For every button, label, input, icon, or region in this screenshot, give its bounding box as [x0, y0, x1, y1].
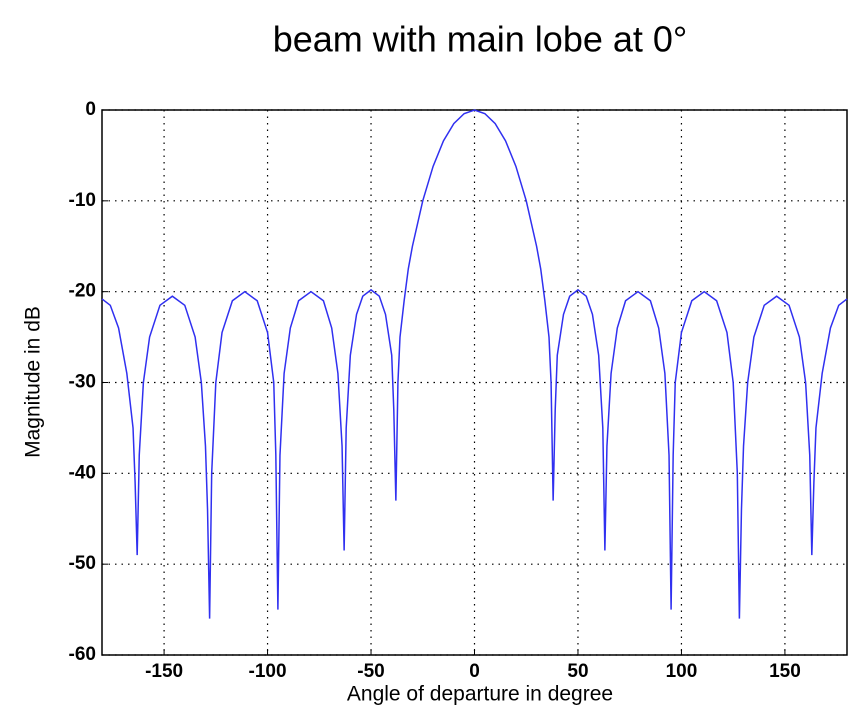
y-tick-label: -50 [69, 553, 96, 574]
y-axis-label: Magnitude in dB [22, 306, 45, 458]
y-tick-label: -10 [69, 190, 96, 211]
y-tick-label: 0 [85, 99, 96, 120]
x-axis-label: Angle of departure in degree [347, 683, 613, 706]
x-tick-label: 150 [769, 661, 801, 682]
y-tick-label: -60 [69, 644, 96, 665]
chart-title: beam with main lobe at 0° [273, 19, 688, 60]
y-tick-label: -40 [69, 462, 96, 483]
x-tick-label: -50 [357, 661, 384, 682]
x-tick-label: -100 [249, 661, 287, 682]
y-tick-label: -20 [69, 281, 96, 302]
x-tick-label: -150 [145, 661, 183, 682]
x-tick-label: 100 [666, 661, 698, 682]
data-line [101, 109, 848, 619]
x-tick-label: 50 [567, 661, 588, 682]
y-tick-label: -30 [69, 372, 96, 393]
x-tick-label: 0 [469, 661, 480, 682]
